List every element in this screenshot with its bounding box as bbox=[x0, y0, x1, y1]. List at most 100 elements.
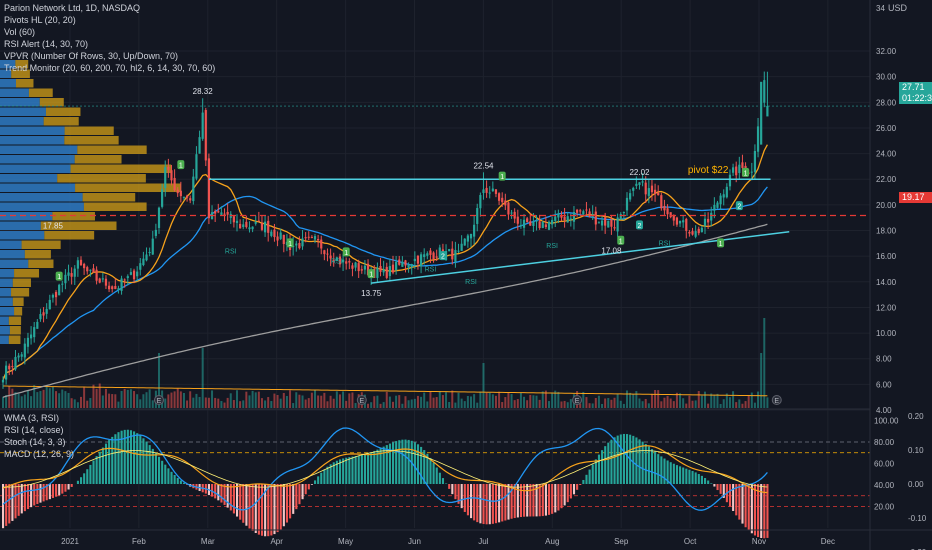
candle-body bbox=[254, 221, 257, 224]
macd-histogram-bar bbox=[457, 484, 460, 504]
legend-pivots[interactable]: Pivots HL (20, 20) bbox=[4, 15, 76, 25]
volume-bar bbox=[710, 393, 713, 408]
macd-histogram-bar bbox=[267, 484, 270, 537]
vpvr-down-bar bbox=[52, 212, 95, 221]
vpvr-up-bar bbox=[0, 269, 15, 278]
legend-rsi-alert[interactable]: RSI Alert (14, 30, 70) bbox=[4, 39, 89, 49]
candle bbox=[501, 192, 504, 207]
candle bbox=[557, 209, 560, 224]
macd-histogram-bar bbox=[750, 484, 753, 534]
volume-bar bbox=[5, 395, 8, 408]
candle bbox=[448, 248, 451, 252]
macd-histogram-bar bbox=[273, 484, 276, 535]
volume-bar bbox=[438, 391, 441, 408]
currency-label[interactable]: USD bbox=[888, 3, 908, 13]
candle bbox=[279, 228, 282, 241]
candle bbox=[385, 262, 388, 280]
candle-body bbox=[345, 261, 348, 264]
candle-body bbox=[622, 212, 625, 214]
vpvr-down-bar bbox=[45, 107, 81, 116]
volume-bar bbox=[70, 398, 73, 408]
legend-vpvr[interactable]: VPVR (Number Of Rows, 30, Up/Down, 70) bbox=[4, 51, 179, 61]
macd-histogram-bar bbox=[585, 474, 588, 484]
macd-histogram-bar bbox=[367, 453, 370, 484]
legend-stoch[interactable]: Stoch (14, 3, 3) bbox=[4, 437, 66, 447]
candle bbox=[663, 199, 666, 215]
candle-body bbox=[538, 221, 541, 229]
volume-bar bbox=[126, 389, 129, 408]
candle-body bbox=[301, 238, 304, 247]
legend-wma[interactable]: WMA (3, RSI) bbox=[4, 413, 60, 423]
macd-histogram-bar bbox=[167, 468, 170, 484]
macd-histogram-bar bbox=[622, 433, 625, 484]
numbered-marker-box bbox=[286, 238, 294, 248]
candle bbox=[391, 255, 395, 275]
candle bbox=[167, 158, 170, 178]
candle bbox=[647, 180, 650, 204]
candle bbox=[454, 241, 457, 268]
candle bbox=[345, 257, 348, 270]
numbered-marker-text: 1 bbox=[500, 174, 504, 181]
macd-histogram-bar bbox=[626, 434, 629, 484]
volume-bar bbox=[560, 401, 563, 408]
legend-volume[interactable]: Vol (60) bbox=[4, 27, 36, 37]
macd-tick-label: 0.00 bbox=[908, 480, 924, 489]
candle-body bbox=[532, 221, 535, 227]
candle-body bbox=[529, 221, 532, 226]
macd-histogram-bar bbox=[164, 464, 167, 484]
vpvr-up-bar bbox=[0, 79, 16, 88]
legend-trend-monitor[interactable]: Trend Monitor (20, 60, 200, 70, hl2, 6, … bbox=[4, 63, 216, 73]
candle-body bbox=[672, 215, 675, 221]
candle-body bbox=[638, 182, 641, 185]
candle-body bbox=[161, 189, 164, 207]
candle bbox=[195, 146, 198, 181]
candle-body bbox=[653, 189, 657, 194]
macd-histogram-bar bbox=[373, 450, 376, 484]
candle bbox=[323, 249, 326, 261]
candle-body bbox=[404, 260, 407, 266]
earnings-marker-circle bbox=[154, 395, 164, 405]
candle bbox=[404, 259, 407, 273]
rsi-tick-label: 80.00 bbox=[874, 438, 895, 447]
candle bbox=[516, 209, 519, 231]
volume-bar bbox=[513, 400, 516, 408]
volume-bar bbox=[226, 397, 229, 408]
candle-body bbox=[526, 218, 529, 223]
volume-bar bbox=[133, 391, 136, 408]
candle-body bbox=[454, 250, 457, 262]
candle-body bbox=[298, 242, 301, 249]
legend-macd[interactable]: MACD (12, 26, 9) bbox=[4, 449, 75, 459]
candle bbox=[597, 221, 601, 224]
volume-bar bbox=[675, 392, 678, 408]
macd-histogram-bar bbox=[30, 484, 33, 508]
candle-body bbox=[510, 212, 513, 214]
macd-histogram-bar bbox=[448, 484, 451, 489]
candle-body bbox=[354, 262, 357, 268]
macd-histogram-bar bbox=[591, 464, 594, 484]
legend-rsi[interactable]: RSI (14, close) bbox=[4, 425, 64, 435]
volume-bar bbox=[42, 389, 45, 408]
macd-histogram-bar bbox=[182, 482, 186, 484]
numbered-marker: 1 bbox=[617, 235, 625, 245]
macd-histogram-bar bbox=[704, 478, 707, 484]
candle bbox=[310, 235, 313, 239]
candle-body bbox=[675, 217, 679, 225]
macd-histogram-bar bbox=[20, 484, 23, 514]
macd-histogram-bar bbox=[516, 484, 519, 518]
volume-bar bbox=[663, 397, 666, 408]
macd-histogram-bar bbox=[145, 441, 148, 484]
candle bbox=[329, 248, 332, 267]
macd-histogram-bar bbox=[632, 435, 635, 484]
volume-bar bbox=[392, 401, 394, 408]
candle bbox=[14, 350, 17, 371]
volume-bar bbox=[395, 395, 398, 408]
volume-bar bbox=[114, 394, 117, 408]
candle bbox=[254, 215, 257, 226]
macd-histogram-bar bbox=[148, 445, 151, 484]
candle-body bbox=[429, 250, 432, 255]
volume-bar bbox=[700, 395, 703, 408]
candle-body bbox=[220, 212, 223, 215]
volume-bar bbox=[211, 390, 214, 408]
candle-body bbox=[519, 225, 523, 227]
